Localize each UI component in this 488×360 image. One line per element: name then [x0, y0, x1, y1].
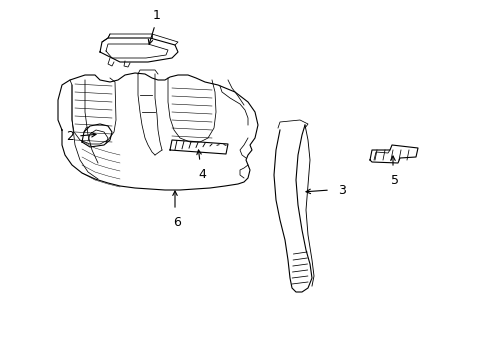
Text: 3: 3 [337, 184, 345, 197]
Text: 5: 5 [390, 174, 398, 187]
Text: 4: 4 [198, 168, 205, 181]
Text: 1: 1 [153, 9, 161, 22]
Text: 2: 2 [66, 130, 74, 143]
Text: 6: 6 [173, 216, 181, 229]
